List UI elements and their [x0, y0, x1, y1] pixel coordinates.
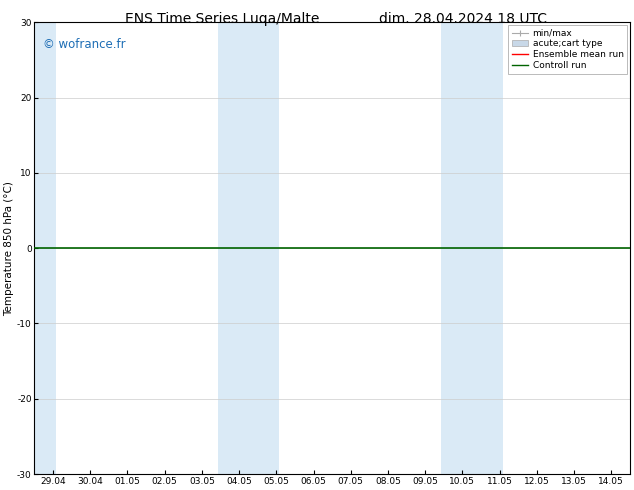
Text: ENS Time Series Luqa/Malte: ENS Time Series Luqa/Malte: [125, 12, 319, 26]
Text: dim. 28.04.2024 18 UTC: dim. 28.04.2024 18 UTC: [379, 12, 547, 26]
Legend: min/max, acute;cart type, Ensemble mean run, Controll run: min/max, acute;cart type, Ensemble mean …: [508, 25, 627, 74]
Bar: [34, 23, 56, 474]
Text: © wofrance.fr: © wofrance.fr: [43, 38, 126, 51]
Bar: [441, 23, 503, 474]
Y-axis label: Temperature 850 hPa (°C): Temperature 850 hPa (°C): [4, 181, 14, 316]
Bar: [217, 23, 280, 474]
